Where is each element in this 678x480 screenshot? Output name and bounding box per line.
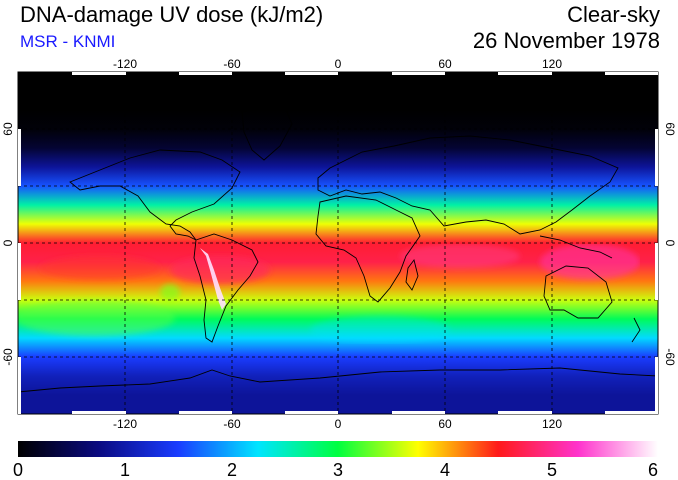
lon-labels-top: -120 -60 0 60 120 <box>113 57 562 71</box>
dose-field-variations <box>18 244 640 344</box>
lon-label-top: 60 <box>438 57 452 71</box>
coastline-greenland <box>241 105 293 161</box>
lat-label-left: 60 <box>1 122 15 136</box>
coastline-australia <box>543 265 613 319</box>
lat-labels-right: 60 0 -60 <box>663 122 677 366</box>
map-frame <box>17 71 659 415</box>
coastline-new-zealand <box>631 317 641 343</box>
lon-label-bottom: 120 <box>542 417 562 431</box>
coastlines <box>18 105 658 393</box>
coastline-south-america <box>193 233 259 343</box>
colorbar-label: 2 <box>227 460 237 480</box>
lon-label-top: 120 <box>542 57 562 71</box>
lat-label-right: 0 <box>663 240 677 247</box>
andes-high-dose-area <box>200 248 226 310</box>
coastline-antarctica <box>18 367 658 393</box>
map-title: DNA-damage UV dose (kJ/m2) <box>20 2 324 27</box>
lon-label-bottom: 0 <box>335 417 342 431</box>
colorbar-label: 0 <box>13 460 23 480</box>
coastline-africa <box>315 195 421 303</box>
colorbar-label: 3 <box>333 460 343 480</box>
lon-label-top: 0 <box>335 57 342 71</box>
lon-label-top: -120 <box>113 57 137 71</box>
colorbar-label: 6 <box>648 460 658 480</box>
colorbar-label: 4 <box>440 460 450 480</box>
coastline-eurasia <box>317 135 619 235</box>
lat-label-right: -60 <box>663 348 677 366</box>
lat-label-right: 60 <box>663 122 677 136</box>
lon-labels-bottom: -120 -60 0 60 120 <box>113 417 562 431</box>
lon-label-bottom: -60 <box>223 417 241 431</box>
lon-label-bottom: -120 <box>113 417 137 431</box>
source-label: MSR - KNMI <box>20 32 116 51</box>
colorbar-label: 5 <box>547 460 557 480</box>
lon-label-top: -60 <box>223 57 241 71</box>
coastline-indonesia <box>539 235 613 259</box>
sky-condition-label: Clear-sky <box>567 2 660 27</box>
colorbar-labels: 0 1 2 3 4 5 6 <box>13 460 658 480</box>
graticule <box>18 72 658 414</box>
lat-label-left: 0 <box>1 239 15 246</box>
lat-labels-left: 60 0 -60 <box>1 122 15 366</box>
colorbar <box>18 441 658 457</box>
colorbar-label: 1 <box>120 460 130 480</box>
lat-label-left: -60 <box>1 348 15 366</box>
coastline-madagascar <box>405 258 419 291</box>
lon-label-bottom: 60 <box>438 417 452 431</box>
coastline-north-america <box>69 149 241 241</box>
date-label: 26 November 1978 <box>472 28 660 53</box>
